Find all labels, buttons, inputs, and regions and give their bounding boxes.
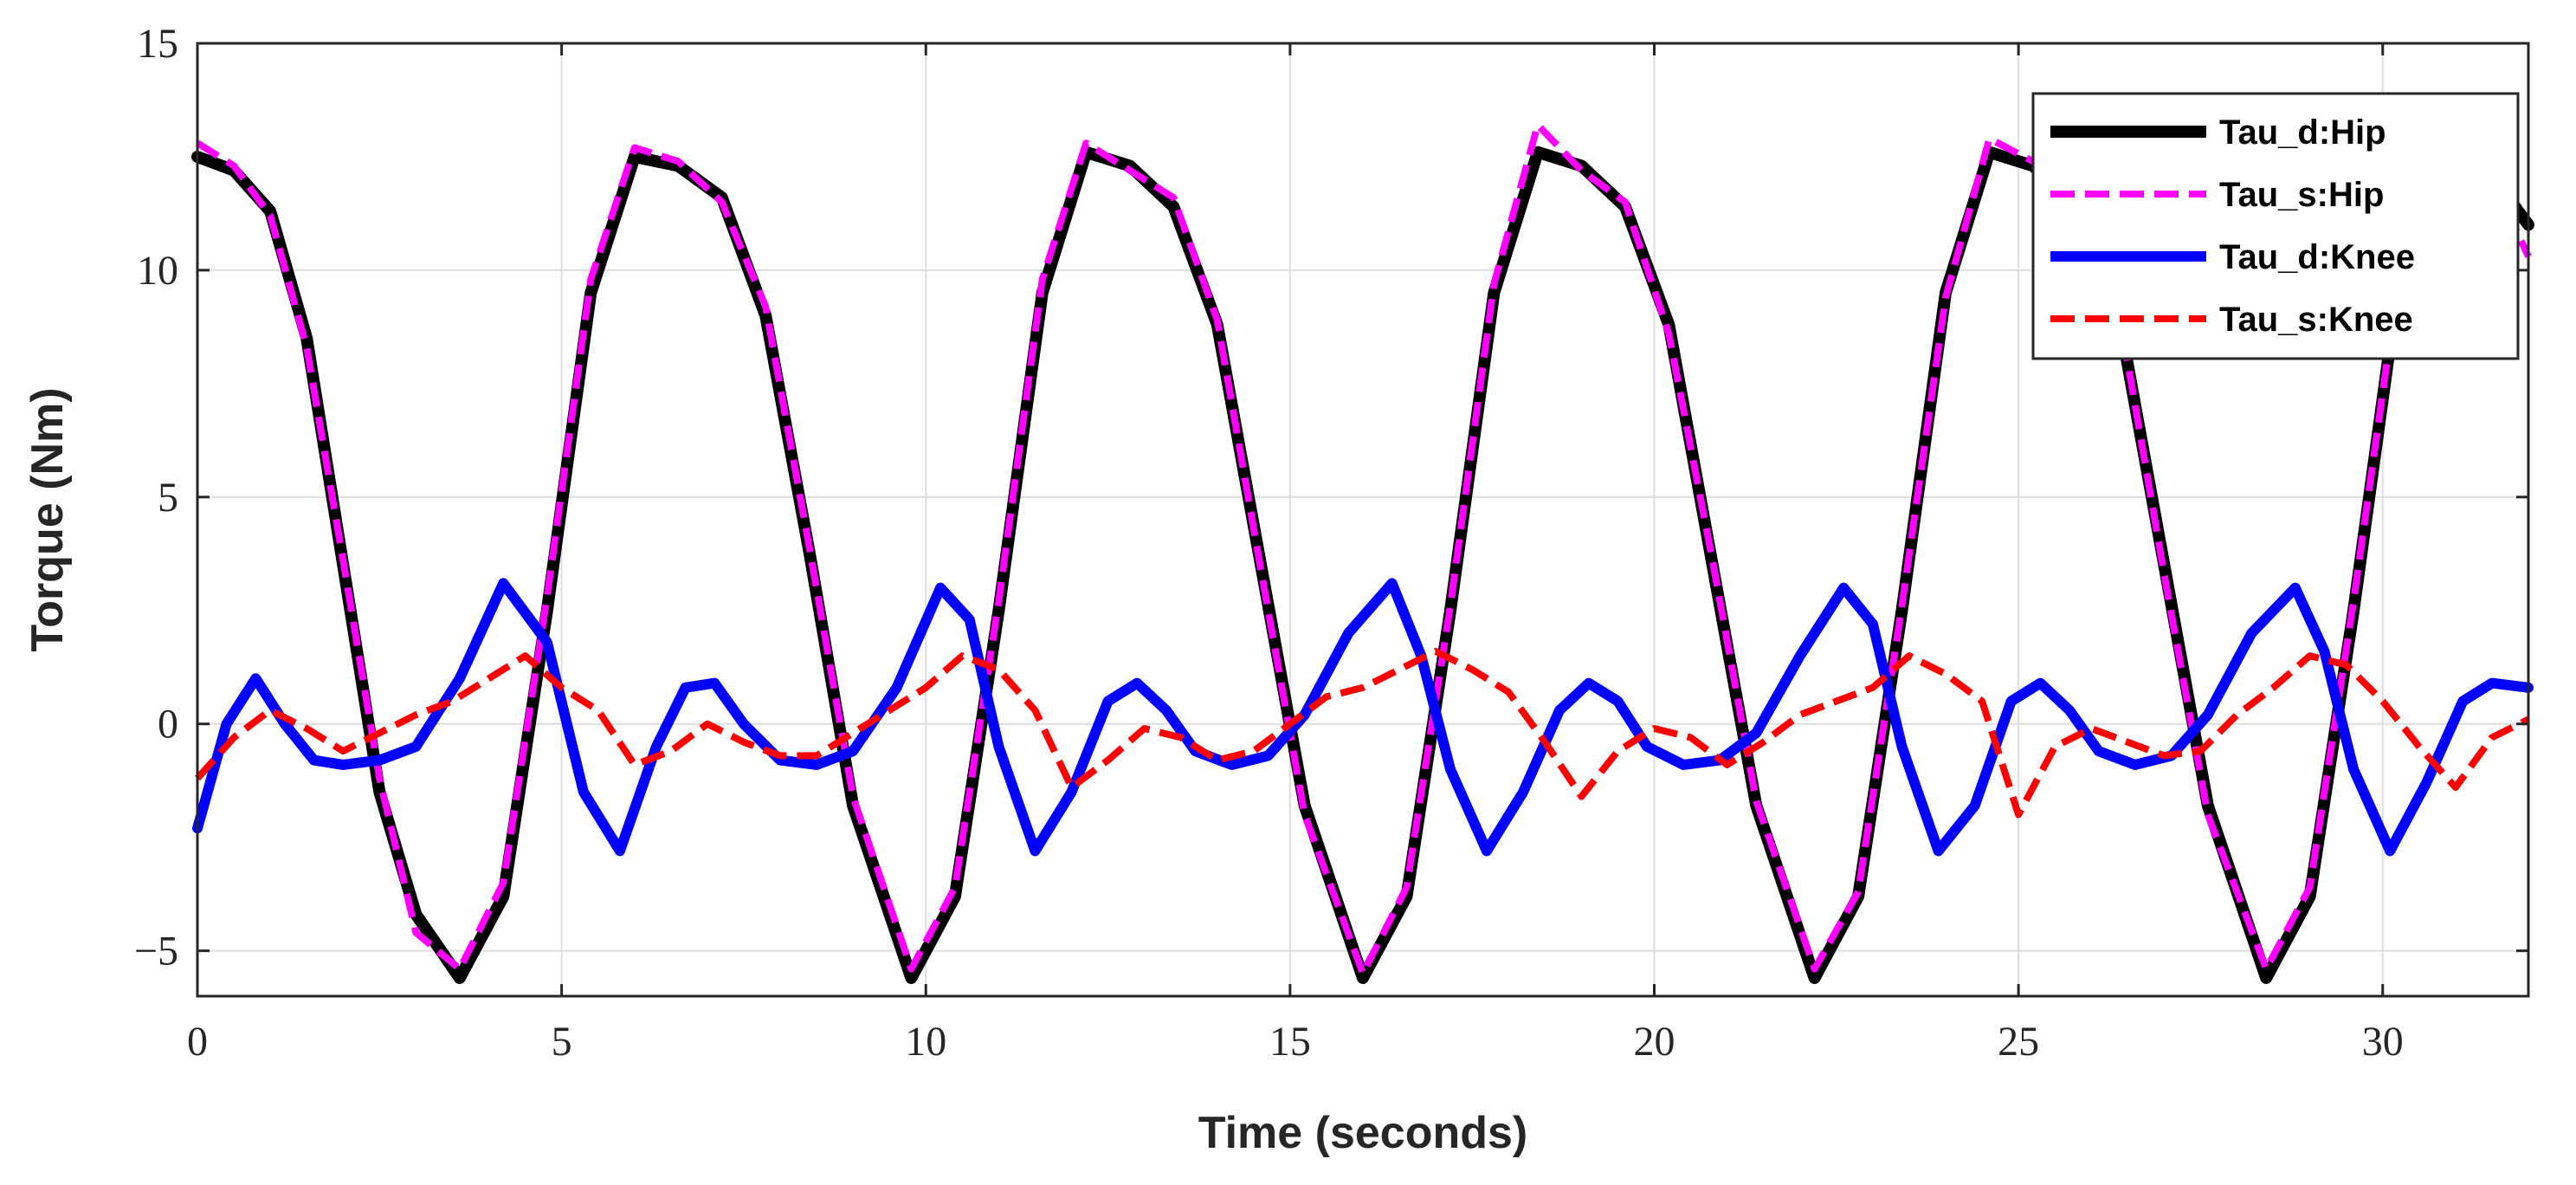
legend-label: Tau_d:Hip	[2219, 113, 2386, 152]
y-axis-label: Torque (Nm)	[23, 387, 73, 651]
x-tick-label: 20	[1634, 1019, 1675, 1065]
y-tick-label: 0	[158, 702, 178, 748]
y-tick-label: −5	[134, 929, 178, 975]
legend-label: Tau_s:Knee	[2219, 301, 2413, 339]
x-tick-label: 5	[552, 1019, 572, 1065]
y-tick-label: 15	[137, 21, 178, 67]
x-tick-label: 30	[2362, 1019, 2404, 1065]
x-tick-label: 25	[1998, 1019, 2039, 1065]
y-tick-label: 10	[137, 248, 178, 294]
x-tick-label: 10	[905, 1019, 946, 1065]
legend-label: Tau_s:Hip	[2219, 176, 2384, 214]
legend-label: Tau_d:Knee	[2219, 238, 2415, 276]
y-tick-label: 5	[158, 475, 178, 521]
x-tick-label: 0	[187, 1019, 208, 1065]
x-tick-label: 15	[1269, 1019, 1311, 1065]
legend: Tau_d:Hip Tau_s:Hip Tau_d:Knee Tau_s:Knee	[2033, 94, 2518, 359]
x-axis-label: Time (seconds)	[1198, 1108, 1527, 1158]
